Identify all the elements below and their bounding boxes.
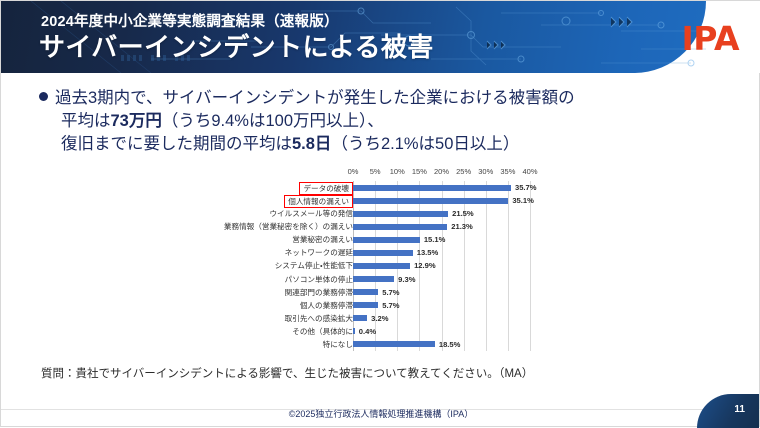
chart-bar-row: ネットワークの遅延 13.5% bbox=[187, 246, 585, 259]
damage-amount-value: 73万円 bbox=[110, 112, 162, 130]
lead-line-2-prefix: 平均は bbox=[61, 112, 111, 130]
x-axis-tick-label: 30% bbox=[478, 167, 494, 176]
chart-gridline bbox=[530, 181, 531, 351]
chart-bar bbox=[353, 197, 509, 204]
chart-bar bbox=[353, 315, 368, 322]
chart-value-label: 18.5% bbox=[438, 339, 461, 349]
damage-type-bar-chart: 0% 5% 10% 15% 20% 25% 30% 35% 40% データの破壊 35.7% 個人情… bbox=[187, 167, 585, 353]
chart-value-label: 13.5% bbox=[416, 248, 439, 258]
chart-plot-area: データの破壊 35.7% 個人情報の漏えい 35.1% ウイルスメール等の発信 21.5%… bbox=[187, 181, 585, 351]
x-axis-tick-label: 40% bbox=[522, 167, 538, 176]
chart-category-label: 業務情報（営業秘密を除く）の漏えい bbox=[223, 222, 353, 232]
bullet-icon bbox=[39, 92, 48, 101]
header-subtitle: 2024年度中小企業等実態調査結果（速報版） bbox=[41, 14, 339, 30]
circuit-pattern-icon bbox=[30, 1, 706, 73]
chart-gridline bbox=[463, 181, 465, 351]
chart-bar bbox=[353, 328, 355, 335]
chart-value-label: 21.3% bbox=[451, 222, 473, 232]
survey-question: 質問：貴社でサイバーインシデントによる影響で、生じた被害について教えてください。… bbox=[41, 368, 534, 380]
chart-category-label: 営業秘密の漏えい bbox=[292, 235, 353, 245]
lead-line-1: 過去3期内で、サイバーインシデントが発生した企業における被害額の bbox=[39, 87, 729, 110]
footer-divider bbox=[1, 409, 760, 410]
chart-category-label-highlighted: データの破壊 bbox=[299, 182, 353, 195]
page-number: 11 bbox=[734, 404, 745, 415]
lead-paragraph: 過去3期内で、サイバーインシデントが発生した企業における被害額の 平均は73万円… bbox=[39, 87, 729, 156]
ipa-logo: IPA bbox=[681, 19, 740, 58]
chart-bar-row: 個人情報の漏えい 35.1% bbox=[187, 194, 585, 209]
chart-bar bbox=[353, 236, 420, 243]
chart-bar bbox=[353, 223, 448, 230]
header-background-shape bbox=[1, 1, 706, 73]
chart-value-label: 15.1% bbox=[423, 235, 446, 245]
chart-value-label: 0.4% bbox=[358, 326, 377, 336]
x-axis-tick-label: 15% bbox=[411, 167, 427, 176]
chart-bar bbox=[353, 249, 413, 256]
chart-category-label: 取引先への感染拡大 bbox=[284, 313, 353, 323]
page-title: サイバーインシデントによる被害 bbox=[39, 32, 434, 62]
chart-category-label: パソコン単体の停止 bbox=[284, 274, 353, 284]
chart-category-label-highlighted: 個人情報の漏えい bbox=[284, 195, 353, 209]
chart-category-label: 関連部門の業務停滞 bbox=[284, 287, 353, 297]
chart-bar bbox=[353, 302, 379, 309]
chart-bar-row: 営業秘密の漏えい 15.1% bbox=[187, 233, 585, 246]
chart-bar-row: データの破壊 35.7% bbox=[187, 181, 585, 195]
chart-bar bbox=[353, 341, 435, 348]
x-axis-tick-label: 25% bbox=[456, 167, 472, 176]
chart-bar-row: パソコン単体の停止 9.3% bbox=[187, 273, 585, 286]
chart-bar-row: システム停止・性能低下 12.9% bbox=[187, 259, 585, 272]
chart-gridline bbox=[419, 181, 421, 351]
chart-value-label: 21.5% bbox=[452, 209, 474, 219]
lead-line-3: 復旧までに要した期間の平均は5.8日（うち2.1%は50日以上） bbox=[39, 133, 729, 156]
chart-bar-row: 特になし 18.5% bbox=[187, 338, 585, 351]
chart-category-label: ネットワークの遅延 bbox=[284, 248, 353, 258]
lead-line-1-text: 過去3期内で、サイバーインシデントが発生した企業における被害額の bbox=[55, 89, 575, 107]
chart-value-label: 35.1% bbox=[512, 196, 534, 206]
chart-value-label: 5.7% bbox=[382, 300, 400, 310]
lead-line-3-suffix: （うち2.1%は50日以上） bbox=[331, 135, 520, 153]
lead-line-3-prefix: 復旧までに要した期間の平均は bbox=[61, 135, 292, 153]
chart-value-label: 12.9% bbox=[414, 261, 436, 271]
chart-category-label: 特になし bbox=[322, 339, 353, 349]
chart-gridline bbox=[485, 181, 487, 351]
x-axis-tick-label: 35% bbox=[500, 167, 516, 176]
chart-gridline bbox=[441, 181, 443, 351]
lead-line-2-suffix: （うち9.4%は100万円以上）、 bbox=[161, 112, 384, 130]
chart-bar bbox=[353, 210, 449, 217]
chart-category-label: システム停止・性能低下 bbox=[274, 261, 353, 271]
chart-bar bbox=[353, 276, 395, 283]
copyright-text: ©2025独立行政法人情報処理推進機構（IPA） bbox=[288, 409, 474, 419]
chart-bar bbox=[353, 262, 411, 269]
chart-value-label: 3.2% bbox=[371, 313, 389, 323]
x-axis-tick-label: 10% bbox=[389, 167, 405, 176]
chart-bar-row: 個人の業務停滞 5.7% bbox=[187, 299, 585, 312]
x-axis-tick-label: 5% bbox=[369, 167, 381, 176]
slide-header: 2024年度中小企業等実態調査結果（速報版） サイバーインシデントによる被害 I… bbox=[1, 1, 760, 73]
chart-gridline bbox=[507, 181, 509, 351]
x-axis-tick-label: 20% bbox=[433, 167, 450, 176]
chart-bar-row: 取引先への感染拡大 3.2% bbox=[187, 312, 585, 325]
chart-value-label: 35.7% bbox=[514, 183, 537, 192]
chart-category-label: 個人の業務停滞 bbox=[299, 300, 353, 310]
recovery-days-value: 5.8日 bbox=[292, 135, 332, 153]
chart-bar bbox=[353, 289, 379, 296]
chart-bar-row: ウイルスメール等の発信 21.5% bbox=[187, 207, 585, 220]
page-number-shape bbox=[697, 394, 759, 428]
chart-value-label: 9.3% bbox=[398, 274, 416, 284]
chart-x-axis: 0% 5% 10% 15% 20% 25% 30% 35% 40% bbox=[187, 167, 585, 180]
x-axis-tick-label: 0% bbox=[347, 167, 359, 176]
chart-bar-row: 業務情報（営業秘密を除く）の漏えい 21.3% bbox=[187, 220, 585, 233]
chart-value-label: 5.7% bbox=[382, 287, 400, 297]
lead-line-2: 平均は73万円（うち9.4%は100万円以上）、 bbox=[39, 110, 729, 133]
chart-category-label: その他（具体的に bbox=[292, 326, 353, 336]
chart-bar-row: 関連部門の業務停滞 5.7% bbox=[187, 286, 585, 299]
chart-bar-row: その他（具体的に 0.4% bbox=[187, 325, 585, 338]
chart-bar bbox=[353, 184, 511, 191]
chart-category-label: ウイルスメール等の発信 bbox=[269, 209, 353, 219]
